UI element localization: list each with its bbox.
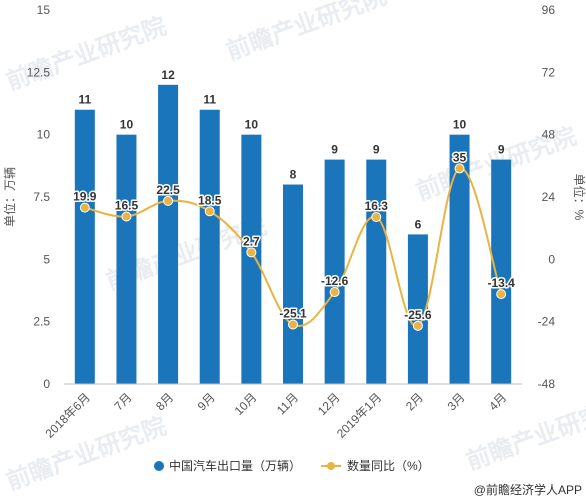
bar [324,159,345,384]
bar-data-label: 8 [290,168,297,182]
bar [407,234,428,384]
bar-data-label: 9 [498,143,505,157]
line-point [412,320,423,331]
bar [491,159,512,384]
line-data-label: -25.1 [279,307,307,321]
source: @前瞻经济学人APP [474,482,582,497]
bar [283,184,303,384]
line-point [163,195,174,206]
y-tick-label: 2.5 [33,315,50,329]
x-tick-label: 12月 [315,390,343,418]
bar-data-label: 10 [453,118,467,132]
bar-data-label: 6 [415,217,422,231]
legend: 中国汽车出口量（万辆） 数量同比（%） [154,458,430,473]
bar [199,109,220,384]
legend-bar-marker [154,461,164,471]
line-point [371,211,382,222]
line-layer: 19.9 16.5 22.5 18.5 2.7 -25.1 -12.6 16.3 -25.6 35… [72,149,517,331]
y2-axis-title: 单位：% [572,174,586,221]
line-data-label: 18.5 [198,193,222,207]
x-tick-label: 9月 [195,390,218,413]
y-axis-title: 单位：万辆 [2,167,17,227]
legend-bar-label: 中国汽车出口量（万辆） [169,458,301,473]
x-tick-label: 4月 [486,390,509,413]
line-data-label: -12.6 [321,274,349,288]
bar-data-label: 11 [203,93,216,107]
line-data-label: 16.3 [365,199,389,213]
line-point [329,287,340,298]
line-point [288,319,298,330]
source-label: @前瞻经济学人APP [474,482,582,497]
y2-tick-label: -24 [538,315,556,329]
line-data-label: 19.9 [73,190,97,204]
x-tick-label: 10月 [232,390,260,418]
y-tick-label: 15 [37,3,51,17]
line-data-label: 35 [453,150,467,164]
bar-data-label: 10 [245,118,259,132]
y2-tick-label: 0 [548,252,555,266]
line-data-label: 2.7 [243,234,260,248]
watermark-1: 前瞻产业研究院 [222,0,389,66]
y2-tick-label: 72 [542,65,556,79]
line-point [246,247,257,258]
x-tick-label: 11月 [274,390,301,417]
y-tick-label: 10 [37,128,51,142]
y2-tick-label: -48 [538,377,556,391]
line-point [496,289,507,300]
y2-tick-label: 48 [542,128,556,142]
x-tick-label: 2月 [403,390,426,413]
y-tick-label: 0 [43,377,50,391]
x-tick-label: 2018年6月 [42,390,92,440]
bar-data-label: 12 [161,68,175,82]
legend-line-label: 数量同比（%） [347,458,430,473]
line-point [204,206,215,217]
watermark-0: 前瞻产业研究院 [2,12,169,96]
y2-tick-label: 96 [542,3,556,17]
y-tick-label: 7.5 [33,190,50,204]
watermark-4: 前瞻产业研究院 [2,412,169,496]
legend-line-marker [327,462,335,470]
line-point [79,202,90,213]
y2-tick-label: 24 [542,190,556,204]
line-data-label: 22.5 [156,183,180,197]
line-point [121,211,132,222]
bar [366,159,387,384]
bar [241,134,262,384]
x-tick-label: 3月 [445,390,468,413]
line-data-label: -13.4 [488,276,516,290]
x-tick-label: 8月 [153,390,176,413]
bar-data-label: 11 [78,93,91,107]
bars [74,84,512,385]
bar [74,109,95,384]
watermark-5: 前瞻产业研究院 [462,392,586,476]
bar [158,84,179,385]
bar-data-label: 9 [373,143,380,157]
line-point [454,163,465,174]
line-data-label: 16.5 [115,198,139,212]
line-data-label: -25.6 [404,308,432,322]
bar-data-label: 9 [331,143,338,157]
bar-labels: 11 10 12 11 10 8 9 9 6 10 9 [78,68,504,232]
y-tick-label: 12.5 [27,65,51,79]
x-tick-label: 7月 [111,390,134,413]
y-tick-label: 5 [43,252,50,266]
bar [116,134,137,384]
x-tick-label: 2019年1月 [334,390,384,440]
bar-data-label: 10 [120,118,134,132]
bar [449,134,470,384]
